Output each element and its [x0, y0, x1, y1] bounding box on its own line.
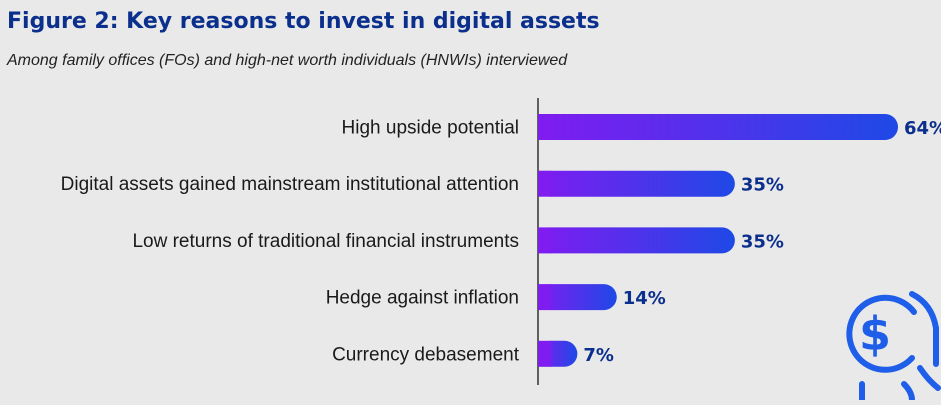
value-label: 14% [623, 288, 666, 309]
category-label: High upside potential [342, 118, 519, 139]
value-label: 64% [904, 118, 941, 139]
value-label: 35% [741, 175, 784, 196]
bar-base [538, 227, 551, 254]
bar [538, 170, 735, 197]
category-label: Currency debasement [332, 344, 520, 365]
value-label: 35% [741, 231, 784, 252]
bar-base [538, 340, 551, 367]
bars: High upside potential 64% Digital assets g… [61, 114, 941, 367]
svg-text:$: $ [859, 307, 891, 361]
bar-base [538, 284, 551, 311]
chart-subtitle: Among family offices (FOs) and high-net … [7, 52, 568, 69]
bar-base [538, 114, 551, 140]
bar [538, 227, 735, 254]
chart-title: Figure 2: Key reasons to invest in digit… [7, 9, 600, 34]
bar-base [538, 170, 551, 197]
dollar-hand-icon: $ [828, 284, 941, 403]
category-label: Digital assets gained mainstream institu… [61, 174, 519, 195]
bar [538, 284, 617, 311]
value-label: 7% [583, 345, 614, 366]
category-label: Low returns of traditional financial ins… [132, 231, 519, 252]
category-label: Hedge against inflation [326, 288, 519, 309]
bar [538, 114, 898, 140]
